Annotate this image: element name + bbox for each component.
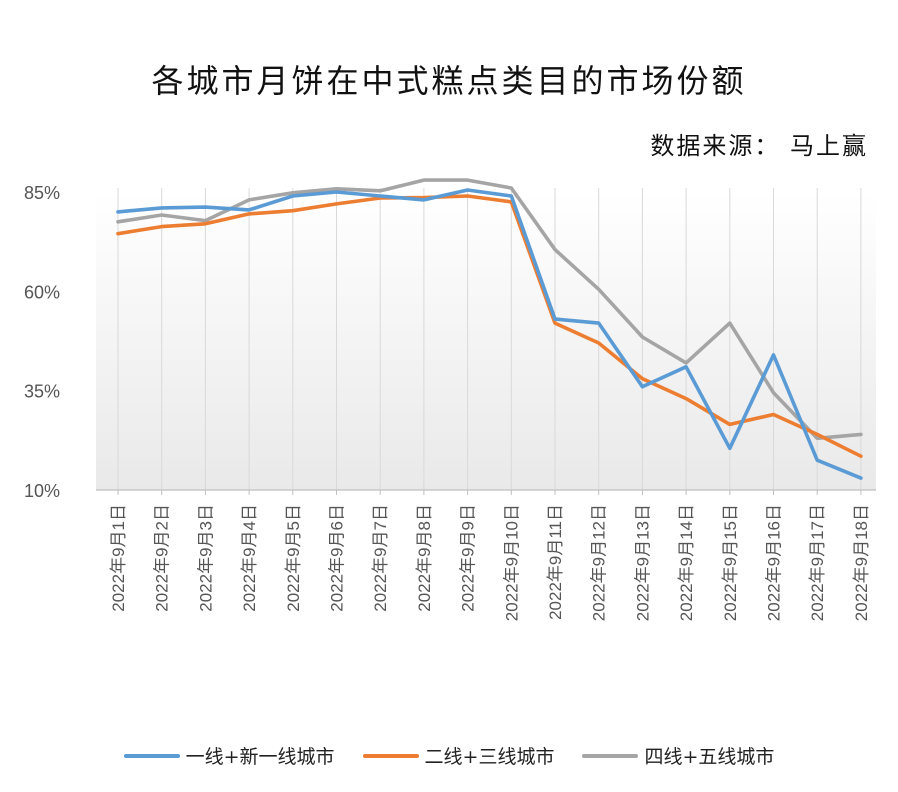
series-line-0 [116,188,863,480]
x-tick-label: 2022年9月6日 [328,504,347,612]
x-tick-label: 2022年9月14日 [677,504,696,621]
legend-swatch-0 [123,753,180,758]
x-tick-label: 2022年9月3日 [196,504,215,612]
y-tick-label: 85% [24,183,60,203]
series-line-1 [116,194,863,459]
x-tick-label: 2022年9月17日 [808,504,827,621]
chart-source: 数据来源： 马上赢 [650,132,868,160]
x-tick-label: 2022年9月16日 [765,504,784,621]
x-tick-label: 2022年9月18日 [852,504,871,621]
x-tick-label: 2022年9月12日 [590,504,609,621]
x-tick-label: 2022年9月10日 [502,504,521,621]
legend-swatch-1 [362,753,419,758]
legend-item-2: 四线+五线城市 [582,742,774,769]
plot-background [96,192,876,490]
y-tick-label: 60% [24,282,60,302]
chart-title: 各城市月饼在中式糕点类目的市场份额 [151,62,747,100]
legend-item-0: 一线+新一线城市 [123,742,335,769]
x-tick-label: 2022年9月15日 [721,504,740,621]
x-tick-label: 2022年9月2日 [153,504,172,612]
x-tick-label: 2022年9月8日 [415,504,434,612]
legend: 一线+新一线城市 二线+三线城市 四线+五线城市 [0,742,898,769]
x-tick-label: 2022年9月1日 [109,504,128,612]
x-tick-label: 2022年9月9日 [459,504,478,612]
x-tick-label: 2022年9月4日 [240,504,259,612]
x-tick-label: 2022年9月5日 [284,504,303,612]
legend-item-1: 二线+三线城市 [362,742,555,769]
series-line-2 [116,178,863,441]
legend-label-1: 二线+三线城市 [424,746,555,768]
x-tick-label: 2022年9月11日 [546,504,565,620]
legend-swatch-2 [582,753,639,758]
y-tick-label: 10% [24,481,60,501]
legend-label-2: 四线+五线城市 [644,746,775,768]
y-tick-label: 35% [24,382,60,402]
x-tick-label: 2022年9月13日 [633,504,652,621]
legend-label-0: 一线+新一线城市 [185,746,335,768]
x-tick-label: 2022年9月7日 [371,504,390,612]
